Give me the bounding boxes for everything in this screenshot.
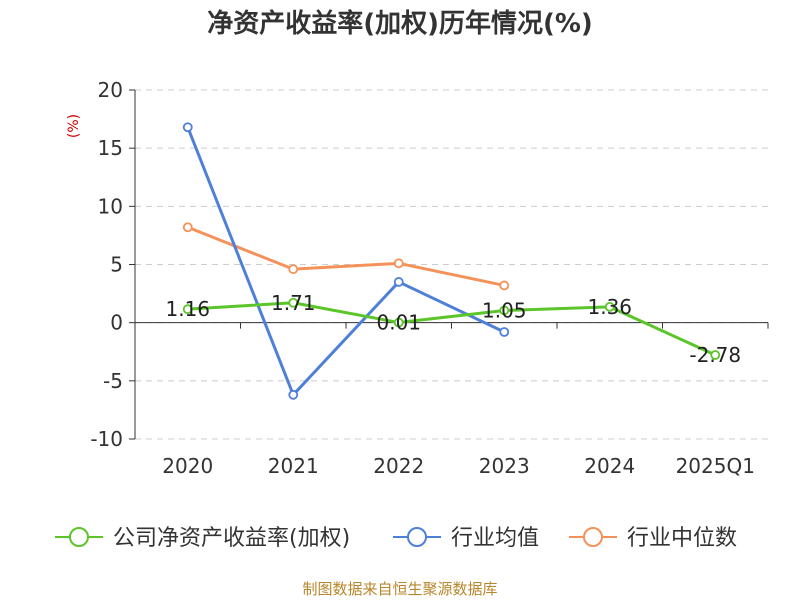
legend-marker-icon xyxy=(69,527,89,547)
data-label: -2.78 xyxy=(689,343,741,367)
legend-marker-icon xyxy=(407,527,427,547)
series-line xyxy=(186,126,505,397)
data-point xyxy=(604,301,615,312)
y-tick-label: -5 xyxy=(103,369,123,393)
data-point xyxy=(499,280,510,291)
data-point xyxy=(182,222,193,233)
source-note: 制图数据来自恒生聚源数据库 xyxy=(302,580,497,598)
series-line xyxy=(187,301,716,357)
y-tick-label: 10 xyxy=(98,194,123,218)
data-point xyxy=(182,122,193,133)
data-point xyxy=(288,264,299,275)
x-tick-label: 2025Q1 xyxy=(676,454,755,478)
y-tick-label: 0 xyxy=(110,311,123,335)
series-line xyxy=(187,225,505,287)
data-point xyxy=(393,258,404,269)
x-tick-label: 2020 xyxy=(162,454,213,478)
y-tick-label: -10 xyxy=(90,427,123,451)
y-axis: 20 15 10 5 0 -5 -10 xyxy=(90,78,136,451)
data-point xyxy=(393,277,404,287)
legend-label: 行业均值 xyxy=(451,526,539,551)
data-point xyxy=(499,327,510,337)
y-axis-unit: (%) xyxy=(66,114,82,138)
legend-label: 公司净资产收益率(加权) xyxy=(113,526,350,551)
data-label: 0.01 xyxy=(376,311,421,335)
x-tick-label: 2024 xyxy=(584,454,635,478)
legend-item[interactable]: 行业中位数 xyxy=(569,526,737,551)
legend-label: 行业中位数 xyxy=(627,526,737,551)
x-tick-label: 2023 xyxy=(479,454,530,478)
y-tick-label: 5 xyxy=(110,253,123,277)
grid xyxy=(135,89,768,440)
legend-marker-icon xyxy=(583,527,603,547)
data-label: 1.36 xyxy=(587,295,632,319)
data-labels: 1.16 1.71 0.01 1.05 1.36 -2.78 xyxy=(165,291,741,367)
data-point xyxy=(710,350,721,360)
data-label: 1.05 xyxy=(482,298,527,322)
x-axis: 2020 2021 2022 2023 2024 2025Q1 xyxy=(134,322,769,478)
legend-item[interactable]: 行业均值 xyxy=(393,526,539,551)
data-label: 1.71 xyxy=(271,291,316,315)
data-point xyxy=(393,317,404,328)
legend[interactable]: 公司净资产收益率(加权) 行业均值 行业中位数 xyxy=(55,526,737,551)
y-tick-label: 20 xyxy=(98,78,123,102)
data-point xyxy=(288,389,299,400)
data-point xyxy=(182,304,193,315)
x-tick-label: 2022 xyxy=(373,454,424,478)
legend-item[interactable]: 公司净资产收益率(加权) xyxy=(55,526,350,551)
chart-title: 净资产收益率(加权)历年情况(%) xyxy=(207,8,593,39)
y-tick-label: 15 xyxy=(98,136,123,160)
data-point xyxy=(499,305,510,316)
data-point xyxy=(288,297,299,308)
x-tick-label: 2021 xyxy=(268,454,319,478)
series-layer xyxy=(182,122,721,400)
data-label: 1.16 xyxy=(165,297,210,321)
